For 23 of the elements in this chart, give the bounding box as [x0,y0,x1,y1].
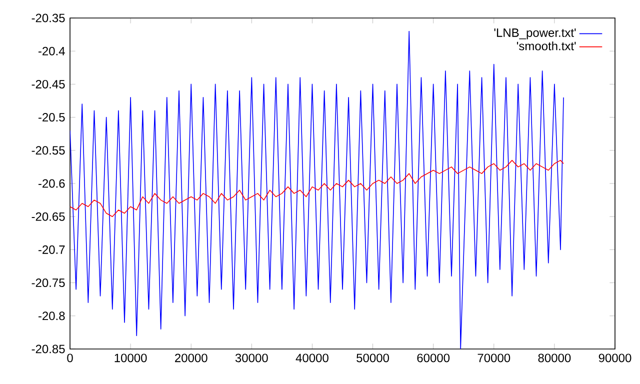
legend-label: 'LNB_power.txt' [494,28,576,40]
x-tick-label: 90000 [598,354,632,362]
x-tick-label: 80000 [538,354,571,362]
x-tick-label: 60000 [417,354,450,362]
y-tick-label: -20.55 [32,146,65,155]
x-tick-label: 30000 [235,354,268,362]
y-tick-label: -20.4 [38,46,65,56]
x-tick-label: 20000 [175,354,208,362]
legend-label: 'smooth.txt' [516,41,576,50]
x-tick-label: 40000 [296,354,328,362]
y-tick-label: -20.6 [38,179,65,188]
x-tick-label: 0 [67,354,73,362]
x-tick-label: 10000 [114,354,147,362]
y-tick-label: -20.8 [38,312,65,320]
y-tick-label: -20.7 [38,245,65,254]
x-tick-label: 50000 [356,354,389,362]
x-tick-label: 70000 [478,354,510,362]
y-tick-label: -20.65 [32,212,65,221]
y-tick-label: -20.35 [32,14,65,22]
y-tick-label: -20.5 [38,113,65,122]
y-tick-label: -20.85 [32,344,65,354]
y-tick-label: -20.45 [32,80,65,88]
y-tick-label: -20.75 [32,278,65,288]
